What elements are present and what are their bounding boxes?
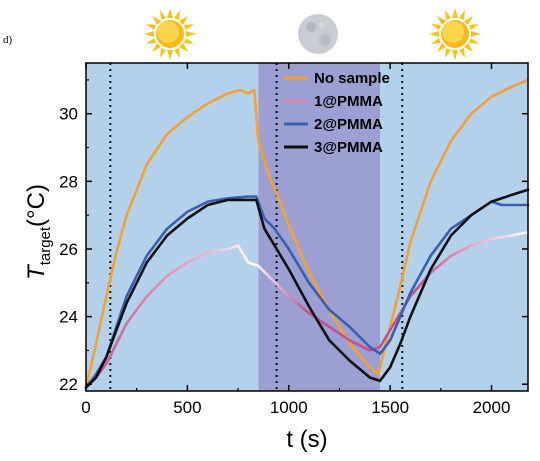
series-line-1-pmma: [84, 230, 530, 389]
y-axis-title-sub: target: [37, 226, 54, 265]
x-tick-label: 1000: [270, 398, 308, 417]
y-tick-label: 22: [59, 375, 78, 394]
series-line-no-sample: [84, 78, 530, 389]
series-line-2-pmma: [84, 195, 530, 389]
x-tick-label: 2000: [473, 398, 511, 417]
legend-label: 3@PMMA: [314, 139, 383, 156]
x-axis-title: t (s): [286, 426, 327, 453]
sun-icon: [144, 8, 196, 60]
y-axis-title-unit: (°C): [23, 184, 50, 227]
panel-label: d): [3, 34, 13, 46]
y-tick-label: 26: [59, 240, 78, 259]
x-tick-label: 500: [173, 398, 201, 417]
y-tick-label: 24: [59, 308, 78, 327]
plot-frame: [85, 62, 529, 392]
legend: No sample 1@PMMA 2@PMMA 3@PMMA: [284, 70, 390, 156]
series-line-3-pmma: [84, 188, 530, 389]
legend-label: No sample: [314, 70, 390, 87]
moon-icon: [298, 14, 338, 54]
y-axis-title-main: T: [23, 263, 50, 280]
legend-label: 1@PMMA: [314, 93, 383, 110]
y-tick-label: 28: [59, 172, 78, 191]
legend-label: 2@PMMA: [314, 116, 383, 133]
sun-icon: [429, 8, 481, 60]
x-tick-label: 0: [81, 398, 90, 417]
x-tick-label: 1500: [371, 398, 409, 417]
y-axis-title: Ttarget(°C): [23, 184, 54, 280]
y-tick-label: 30: [59, 105, 78, 124]
